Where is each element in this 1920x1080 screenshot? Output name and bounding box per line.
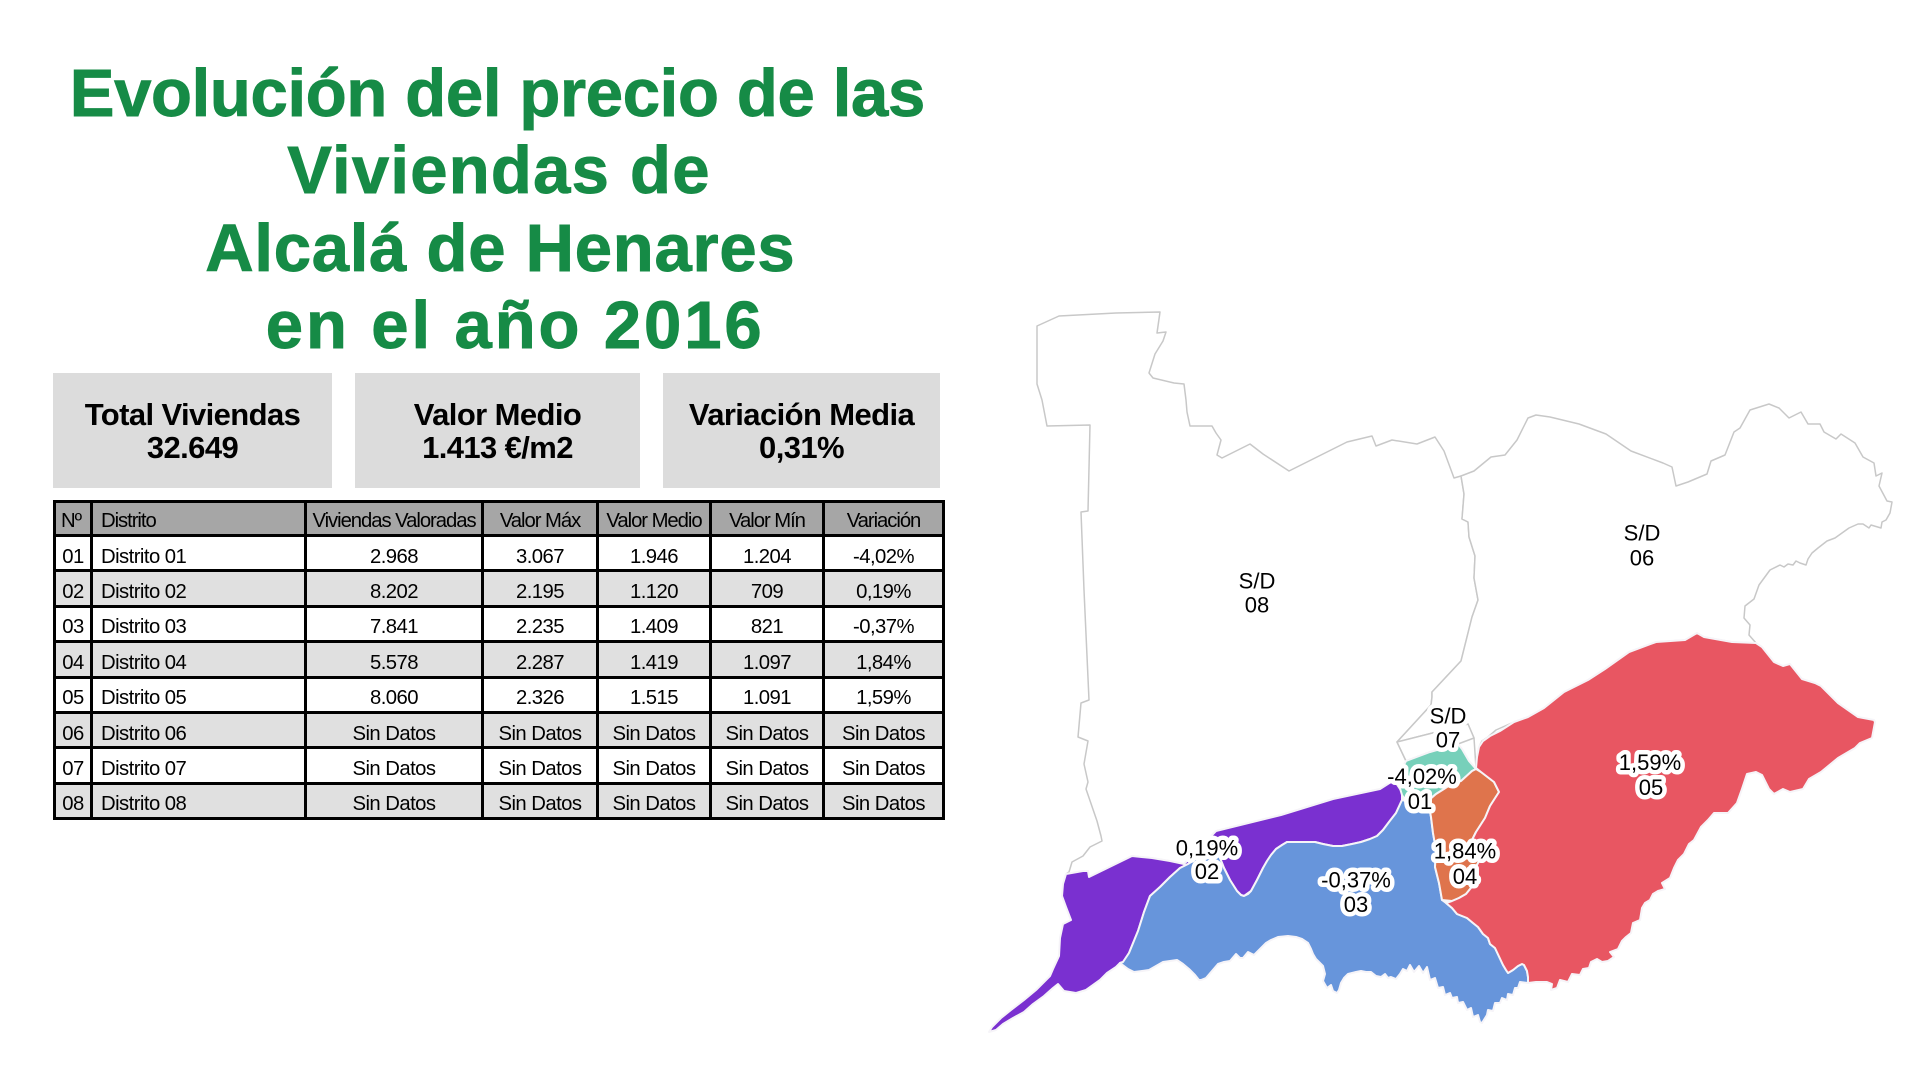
svg-text:-4,02%: -4,02% — [1387, 764, 1457, 789]
svg-text:S/D: S/D — [1239, 569, 1276, 594]
svg-text:07: 07 — [1436, 728, 1460, 753]
svg-text:02: 02 — [1195, 859, 1219, 884]
svg-text:03: 03 — [1344, 892, 1368, 917]
svg-text:-0,37%: -0,37% — [1321, 868, 1391, 893]
svg-text:04: 04 — [1453, 864, 1477, 889]
svg-text:05: 05 — [1639, 775, 1663, 800]
svg-text:S/D: S/D — [1624, 521, 1661, 546]
svg-text:06: 06 — [1630, 546, 1654, 571]
svg-text:0,19%: 0,19% — [1176, 836, 1238, 861]
svg-text:1,59%: 1,59% — [1619, 750, 1681, 775]
svg-text:1,84%: 1,84% — [1434, 839, 1496, 864]
svg-text:08: 08 — [1245, 593, 1269, 618]
svg-text:01: 01 — [1408, 789, 1432, 814]
svg-text:S/D: S/D — [1430, 704, 1467, 729]
